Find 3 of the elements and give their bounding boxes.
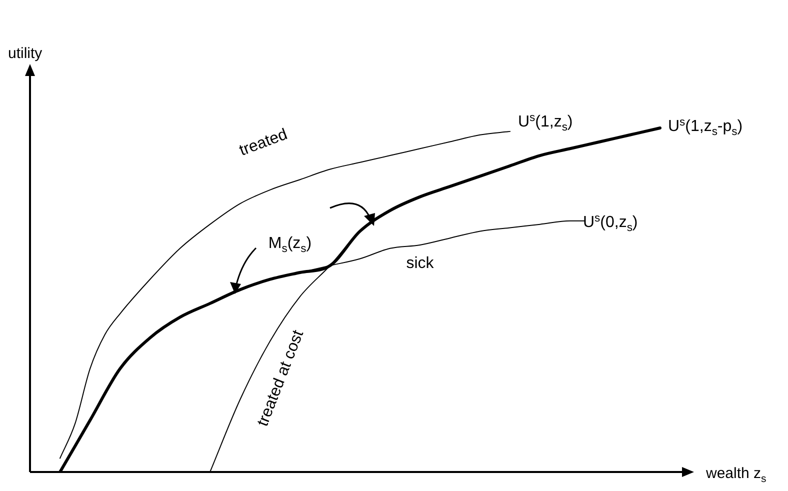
annotation: treated at cost xyxy=(254,328,308,429)
annotation: sick xyxy=(406,255,435,272)
y-axis-title: utility xyxy=(8,45,43,62)
